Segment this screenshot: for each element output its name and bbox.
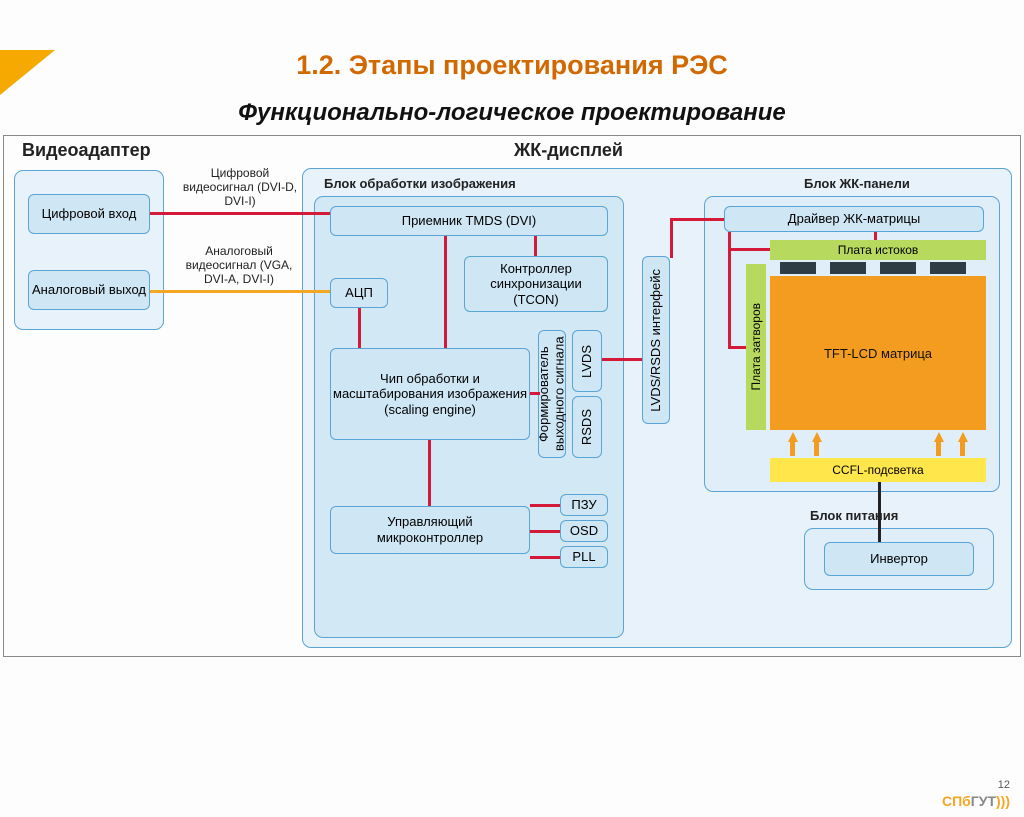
- label-panel-block: Блок ЖК-панели: [804, 176, 910, 191]
- box-rom: ПЗУ: [560, 494, 608, 516]
- box-adc: АЦП: [330, 278, 388, 308]
- label-signal-analog: Аналоговый видеосигнал (VGA, DVI-A, DVI-…: [174, 244, 304, 286]
- l-iface-driver: [670, 218, 724, 221]
- label-lcd-display: ЖК-дисплей: [514, 140, 623, 161]
- l-tcon-up: [534, 236, 537, 256]
- corner-accent: [0, 50, 55, 95]
- l-adc-down: [358, 308, 361, 348]
- label-signal-digital: Цифровой видеосигнал (DVI-D, DVI-I): [180, 166, 300, 208]
- page-title: 1.2. Этапы проектирования РЭС: [0, 50, 1024, 81]
- label-video-adapter: Видеоадаптер: [22, 140, 151, 161]
- l-to-iface: [602, 358, 642, 361]
- l-iface-up: [670, 218, 673, 258]
- label-iface: LVDS/RSDS интерфейс: [648, 269, 664, 412]
- label-gate-board: Плата затворов: [749, 303, 763, 390]
- arr2: [812, 432, 822, 442]
- l-scaler-mcu: [428, 440, 431, 506]
- box-mcu: Управляющий микроконтроллер: [330, 506, 530, 554]
- l-driver-src: [728, 248, 770, 251]
- seg4: [930, 262, 966, 274]
- box-tcon: Контроллер синхронизации (TCON): [464, 256, 608, 312]
- footer-spb: СПб: [942, 793, 971, 809]
- l-mcu-rom: [530, 504, 560, 507]
- label-rsds: RSDS: [579, 409, 595, 445]
- l-analog: [150, 290, 330, 293]
- box-gate-board: Плата затворов: [746, 264, 766, 430]
- seg3: [880, 262, 916, 274]
- box-inverter: Инвертор: [824, 542, 974, 576]
- arr1: [788, 432, 798, 442]
- box-scaler: Чип обработки и масштабирования изображе…: [330, 348, 530, 440]
- l-driver-dot: [874, 232, 877, 240]
- l-mcu-osd: [530, 530, 560, 533]
- box-iface: LVDS/RSDS интерфейс: [642, 256, 670, 424]
- box-digital-in: Цифровой вход: [28, 194, 150, 234]
- l-mcu-pll: [530, 556, 560, 559]
- box-tmds: Приемник TMDS (DVI): [330, 206, 608, 236]
- l-driver-gate: [728, 346, 746, 349]
- box-osd: OSD: [560, 520, 608, 542]
- box-pll: PLL: [560, 546, 608, 568]
- box-shaper: Формирователь выходного сигнала: [538, 330, 566, 458]
- l-digital: [150, 212, 330, 215]
- page-number: 12: [998, 779, 1010, 791]
- box-ccfl: CCFL-подсветка: [770, 458, 986, 482]
- l-tmds-down: [444, 236, 447, 348]
- box-lvds: LVDS: [572, 330, 602, 392]
- l-scaler-shaper: [530, 392, 540, 395]
- label-psu-block: Блок питания: [810, 508, 898, 523]
- label-lvds: LVDS: [579, 345, 595, 378]
- box-source-board: Плата истоков: [770, 240, 986, 260]
- box-analog-out: Аналоговый выход: [28, 270, 150, 310]
- footer-gut: ГУТ: [971, 793, 996, 809]
- footer-logo: СПбГУТ))): [942, 793, 1010, 809]
- arr4: [958, 432, 968, 442]
- label-shaper: Формирователь выходного сигнала: [536, 333, 567, 455]
- diagram-canvas: Видеоадаптер Цифровой вход Аналоговый вы…: [3, 135, 1021, 657]
- seg1: [780, 262, 816, 274]
- box-tft-matrix: TFT-LCD матрица: [770, 276, 986, 430]
- box-driver: Драйвер ЖК-матрицы: [724, 206, 984, 232]
- label-proc-block: Блок обработки изображения: [324, 176, 516, 191]
- page-subtitle: Функционально-логическое проектирование: [0, 99, 1024, 127]
- arr3: [934, 432, 944, 442]
- box-rsds: RSDS: [572, 396, 602, 458]
- l-inv-ccfl: [878, 482, 881, 542]
- seg2: [830, 262, 866, 274]
